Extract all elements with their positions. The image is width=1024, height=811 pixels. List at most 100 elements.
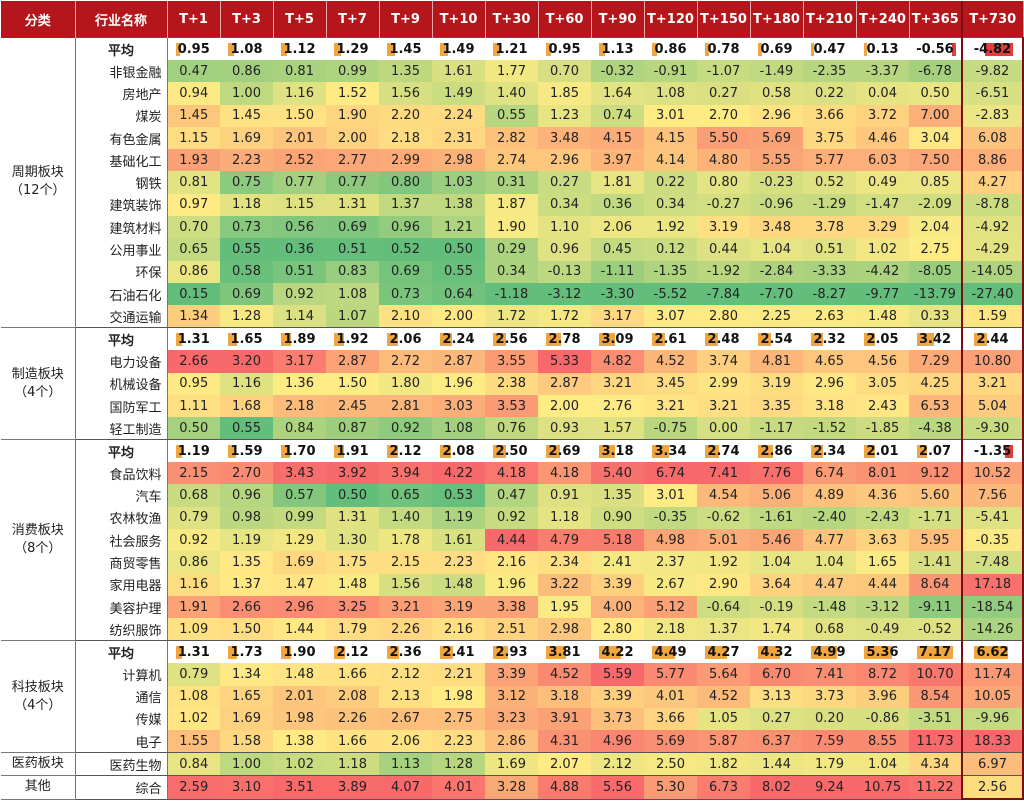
value-cell: -2.83 bbox=[961, 104, 1024, 127]
value-cell: 1.49 bbox=[432, 37, 485, 60]
category-name: 医药板块 bbox=[11, 756, 64, 772]
value-cell: 3.42 bbox=[909, 327, 962, 351]
value-cell: 4.00 bbox=[591, 595, 644, 619]
average-value: 2.56 bbox=[495, 331, 528, 347]
average-value: 0.78 bbox=[707, 41, 740, 57]
value-cell: -18.54 bbox=[961, 595, 1024, 619]
value-cell: 1.19 bbox=[220, 529, 273, 552]
value-cell: 4.15 bbox=[591, 126, 644, 150]
value-cell: -9.11 bbox=[909, 595, 962, 619]
average-bar-fill bbox=[334, 332, 345, 346]
value-cell: 1.48 bbox=[856, 305, 909, 329]
value-cell: 2.69 bbox=[538, 439, 591, 463]
value-cell: 2.63 bbox=[803, 305, 856, 329]
value-cell: 0.55 bbox=[432, 260, 485, 283]
value-cell: 1.69 bbox=[220, 707, 273, 731]
value-cell: 1.56 bbox=[379, 573, 432, 596]
value-cell: 0.27 bbox=[538, 171, 591, 194]
table-row: 电子 1.55 1.58 1.38 1.66 2.06 2.23 2.86 4.31 4.96 5.… bbox=[1, 730, 1024, 754]
value-cell: 0.76 bbox=[485, 417, 538, 441]
value-cell: 1.11 bbox=[167, 394, 220, 418]
value-cell: 3.01 bbox=[644, 104, 697, 127]
value-cell: 2.96 bbox=[273, 595, 326, 619]
value-cell: 1.47 bbox=[273, 573, 326, 596]
value-cell: 5.60 bbox=[909, 484, 962, 507]
value-cell: 1.92 bbox=[644, 216, 697, 239]
value-cell: 0.55 bbox=[220, 417, 273, 441]
value-cell: 2.98 bbox=[432, 149, 485, 172]
header-t-plus-5: T+5 bbox=[273, 1, 327, 38]
value-cell: 2.12 bbox=[326, 640, 379, 664]
value-cell: 1.36 bbox=[273, 372, 326, 395]
average-value: 4.32 bbox=[760, 644, 793, 660]
value-cell: 0.22 bbox=[644, 171, 697, 194]
average-bar: 4.22 bbox=[599, 645, 635, 660]
value-cell: 0.70 bbox=[538, 60, 591, 83]
value-cell: 0.64 bbox=[432, 282, 485, 306]
value-cell: 4.98 bbox=[644, 529, 697, 552]
value-cell: 2.07 bbox=[538, 752, 591, 777]
value-cell: 1.50 bbox=[273, 104, 326, 127]
value-cell: -3.30 bbox=[591, 282, 644, 306]
average-value: 1.91 bbox=[336, 443, 369, 459]
table-row: 医药板块 医药生物 0.84 1.00 1.02 1.18 1.13 1.28 1.69 2.07… bbox=[1, 752, 1024, 777]
value-cell: 4.01 bbox=[644, 685, 697, 708]
value-cell: 2.74 bbox=[697, 439, 750, 463]
value-cell: 1.40 bbox=[485, 82, 538, 105]
value-cell: -14.26 bbox=[961, 618, 1024, 642]
value-cell: 0.55 bbox=[485, 104, 538, 127]
value-cell: 2.08 bbox=[432, 439, 485, 463]
average-bar-fill bbox=[864, 645, 892, 659]
value-cell: 3.20 bbox=[220, 350, 273, 373]
average-bar: 2.12 bbox=[334, 645, 370, 660]
header-t-plus-60: T+60 bbox=[538, 1, 592, 38]
value-cell: 0.81 bbox=[273, 60, 326, 83]
average-bar: 2.56 bbox=[493, 332, 529, 347]
value-cell: 0.44 bbox=[697, 238, 750, 261]
average-bar: 1.91 bbox=[334, 444, 370, 459]
value-cell: 1.03 bbox=[432, 171, 485, 194]
value-cell: 5.18 bbox=[591, 529, 644, 552]
value-cell: 2.26 bbox=[379, 618, 432, 642]
value-cell: 1.91 bbox=[167, 595, 220, 619]
value-cell: 0.99 bbox=[273, 506, 326, 530]
average-value: 3.09 bbox=[601, 331, 634, 347]
header-t-plus-3: T+3 bbox=[220, 1, 274, 38]
average-bar: 1.92 bbox=[334, 332, 370, 347]
average-value: 3.34 bbox=[654, 443, 687, 459]
value-cell: 0.95 bbox=[167, 37, 220, 60]
value-cell: 3.92 bbox=[326, 462, 379, 485]
value-cell: 1.16 bbox=[273, 82, 326, 105]
value-cell: 2.07 bbox=[909, 439, 962, 463]
value-cell: 2.82 bbox=[485, 126, 538, 150]
average-bar: 4.27 bbox=[705, 645, 741, 660]
average-bar-fill bbox=[705, 645, 728, 659]
value-cell: 2.15 bbox=[379, 551, 432, 574]
value-cell: 1.40 bbox=[379, 506, 432, 530]
industry-name: 国防军工 bbox=[75, 394, 168, 418]
industry-name: 煤炭 bbox=[75, 104, 168, 127]
value-cell: 3.18 bbox=[803, 394, 856, 418]
value-cell: 1.38 bbox=[432, 193, 485, 217]
value-cell: 1.18 bbox=[220, 193, 273, 217]
table-row: 计算机 0.79 1.34 1.48 1.66 2.12 2.21 3.39 4.52 5.59 5… bbox=[1, 663, 1024, 686]
value-cell: 2.18 bbox=[273, 394, 326, 418]
industry-name: 轻工制造 bbox=[75, 417, 168, 441]
value-cell: 4.52 bbox=[644, 350, 697, 373]
value-cell: 1.37 bbox=[379, 193, 432, 217]
value-cell: 0.69 bbox=[379, 260, 432, 283]
value-cell: 0.65 bbox=[379, 484, 432, 507]
average-bar-fill bbox=[546, 645, 566, 659]
industry-name: 食品饮料 bbox=[75, 462, 168, 485]
average-value: 0.69 bbox=[760, 41, 793, 57]
table-row: 纺织服饰 1.09 1.50 1.44 1.79 2.26 2.16 2.51 2.98 2.80… bbox=[1, 618, 1024, 642]
value-cell: 0.73 bbox=[220, 216, 273, 239]
value-cell: 2.87 bbox=[432, 350, 485, 373]
average-value: 2.86 bbox=[760, 443, 793, 459]
value-cell: 4.36 bbox=[856, 484, 909, 507]
average-value: -1.35 bbox=[973, 443, 1012, 459]
average-bar: 2.86 bbox=[758, 444, 794, 459]
value-cell: 1.28 bbox=[432, 752, 485, 777]
category-name: 其他 bbox=[24, 779, 51, 795]
value-cell: -7.84 bbox=[697, 282, 750, 306]
